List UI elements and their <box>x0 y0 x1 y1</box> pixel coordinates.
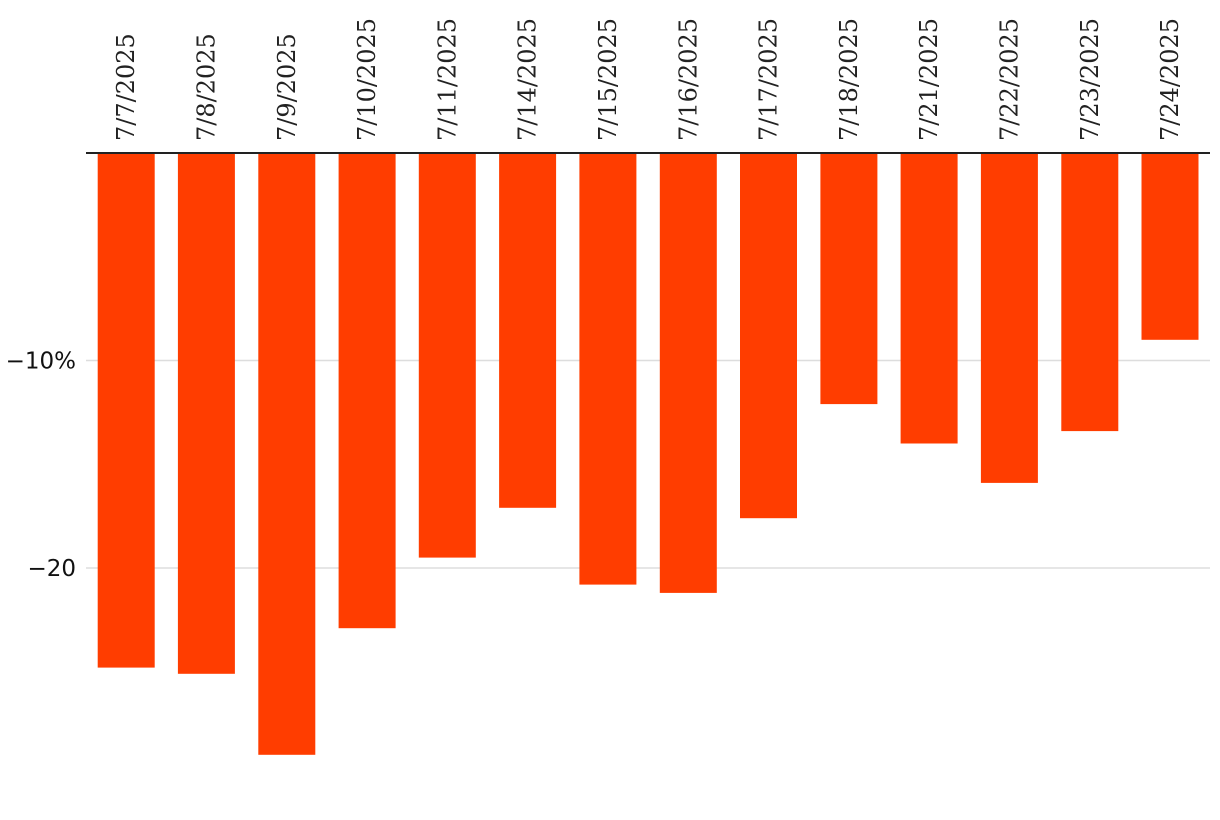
bar <box>499 153 557 508</box>
x-tick-label: 7/24/2025 <box>1156 18 1184 141</box>
bar <box>177 153 235 674</box>
x-tick-label: 7/11/2025 <box>433 18 461 141</box>
y-tick-label: −20 <box>27 556 76 582</box>
x-axis-labels: 7/7/2025 7/8/2025 7/9/2025 7/10/2025 7/11/20… <box>112 18 1184 141</box>
x-tick-label: 7/18/2025 <box>835 18 863 141</box>
bar <box>659 153 717 593</box>
bar <box>980 153 1038 483</box>
bar <box>900 153 958 444</box>
x-tick-label: 7/14/2025 <box>514 18 542 141</box>
bars <box>97 153 1199 755</box>
bar <box>579 153 637 585</box>
x-tick-label: 7/17/2025 <box>755 18 783 141</box>
bar <box>258 153 316 755</box>
gridlines <box>86 359 1210 569</box>
x-tick-label: 7/7/2025 <box>112 33 140 141</box>
bar <box>1141 153 1199 340</box>
bar <box>338 153 396 629</box>
x-tick-label: 7/15/2025 <box>594 18 622 141</box>
bar <box>740 153 797 519</box>
x-tick-label: 7/21/2025 <box>915 18 943 141</box>
bar <box>820 153 878 405</box>
y-axis-ticks: −10% −20 <box>6 349 76 583</box>
x-tick-label: 7/10/2025 <box>353 18 381 141</box>
x-tick-label: 7/16/2025 <box>674 18 702 141</box>
bar <box>418 153 476 558</box>
bar <box>97 153 155 668</box>
x-tick-label: 7/22/2025 <box>995 18 1023 141</box>
x-tick-label: 7/8/2025 <box>192 33 220 141</box>
bar <box>1061 153 1119 432</box>
x-tick-label: 7/23/2025 <box>1076 18 1104 141</box>
y-tick-label: −10% <box>6 349 76 375</box>
x-tick-label: 7/9/2025 <box>273 33 301 141</box>
